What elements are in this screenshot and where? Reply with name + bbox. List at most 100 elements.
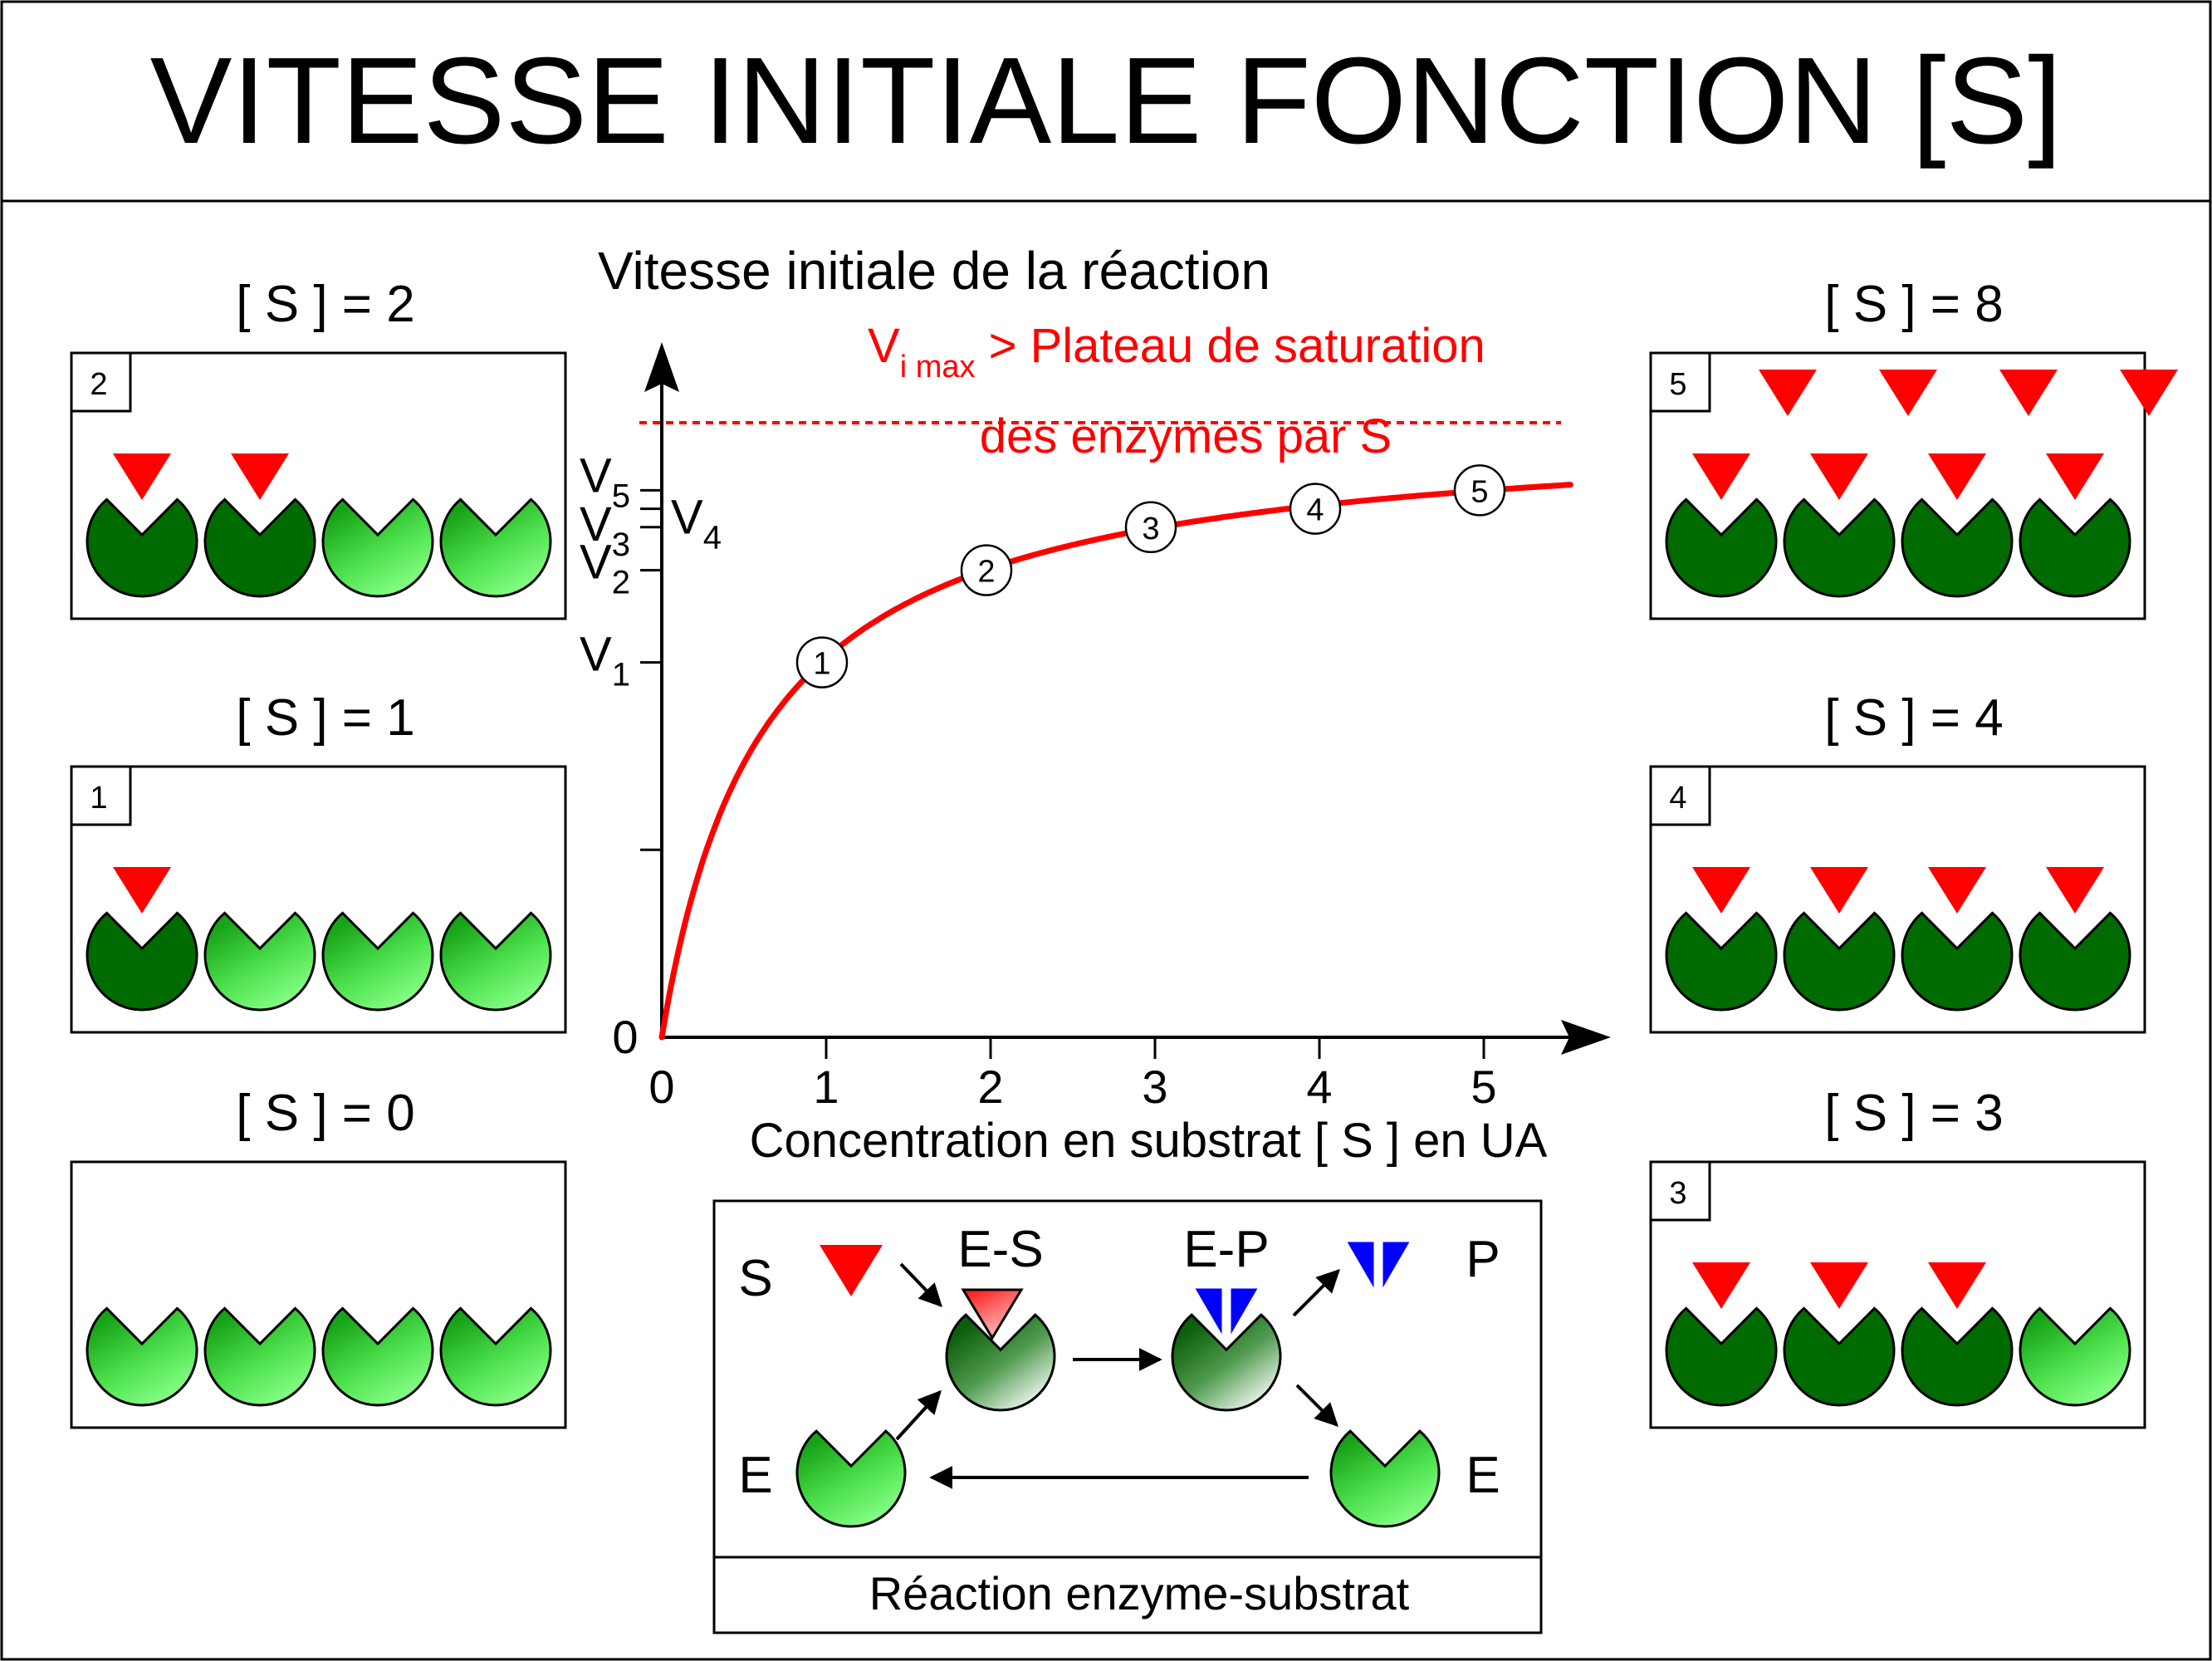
y-label-v3: V3 xyxy=(580,497,630,563)
free-enzyme xyxy=(321,497,434,598)
bound-substrate xyxy=(1928,453,1986,500)
arrow-enzyme-binding xyxy=(895,1389,942,1441)
data-point-marker xyxy=(1453,464,1506,517)
data-point-marker xyxy=(960,544,1013,596)
free-substrate xyxy=(1879,370,1937,416)
data-point-label: 5 xyxy=(1471,474,1488,509)
data-point-label: 1 xyxy=(813,647,830,682)
panel-badge: 3 xyxy=(1669,1176,1686,1211)
y-axis-arrowhead xyxy=(644,342,679,392)
enzyme-panel: [ S ] = 4 4 xyxy=(1649,689,2146,1034)
bound-substrate xyxy=(1810,453,1868,500)
bound-substrate xyxy=(1928,1262,1986,1309)
panel-badge: 1 xyxy=(90,781,107,816)
y-label-v4: V4 xyxy=(671,491,722,556)
free-enzyme xyxy=(321,911,434,1012)
vimax-annotation-line2: des enzymes par S xyxy=(980,409,1392,463)
y-zero-label: 0 xyxy=(612,1011,638,1063)
arrow-product-release xyxy=(1292,1269,1340,1317)
bound-substrate xyxy=(1692,867,1750,914)
y-label-v2: V2 xyxy=(580,536,630,601)
reaction-substrate xyxy=(820,1245,883,1296)
bound-substrate xyxy=(231,453,289,500)
velocity-chart: Vitesse initiale de la réaction Vi max >… xyxy=(580,241,1611,1168)
x-tick-label: 1 xyxy=(813,1061,839,1113)
panel-badge: 2 xyxy=(90,367,107,402)
panel-badge: 4 xyxy=(1669,781,1686,816)
label-substrate: S xyxy=(738,1250,772,1307)
panel-concentration-label: [ S ] = 1 xyxy=(236,689,414,747)
free-enzyme xyxy=(203,911,316,1012)
bound-enzyme xyxy=(1901,497,2014,598)
bound-enzyme xyxy=(1665,911,1778,1012)
x-axis-label: Concentration en substrat [ S ] en UA xyxy=(750,1114,1548,1168)
es-complex-enzyme xyxy=(945,1313,1056,1412)
ep-product-left xyxy=(1191,1286,1225,1344)
free-substrate xyxy=(1759,370,1817,416)
label-ep-complex: E-P xyxy=(1183,1221,1269,1278)
velocity-curve xyxy=(658,482,1573,1041)
label-product: P xyxy=(1466,1231,1500,1288)
panel-badge-box xyxy=(1649,765,1711,826)
bound-substrate xyxy=(1810,1262,1868,1309)
panel-concentration-label: [ S ] = 2 xyxy=(236,276,414,333)
label-enzyme-right: E xyxy=(1466,1447,1500,1504)
free-enzyme xyxy=(321,1306,434,1407)
arrow-substrate-binding xyxy=(899,1262,942,1308)
ep-product-right xyxy=(1228,1286,1262,1344)
arrow-enzyme-release xyxy=(1295,1384,1338,1427)
bound-enzyme xyxy=(1783,1306,1896,1407)
panel-concentration-label: [ S ] = 3 xyxy=(1824,1085,2003,1142)
free-enzyme xyxy=(439,911,552,1012)
vimax-annotation-line1: Vi max > Plateau de saturation xyxy=(868,319,1485,385)
enzyme-panel: [ S ] = 1 1 xyxy=(70,689,567,1034)
free-enzyme xyxy=(439,1306,552,1407)
panel-badge-box xyxy=(70,765,132,826)
bound-enzyme xyxy=(1901,1306,2014,1407)
free-product-right xyxy=(1380,1239,1414,1297)
bound-enzyme xyxy=(1783,911,1896,1012)
bound-enzyme xyxy=(2019,911,2131,1012)
bound-substrate xyxy=(1810,867,1868,914)
bound-enzyme xyxy=(2019,497,2131,598)
page-title: VITESSE INITIALE FONCTION [S] xyxy=(150,32,2063,169)
bound-substrate xyxy=(1928,867,1986,914)
bound-enzyme xyxy=(1783,497,1896,598)
bound-substrate xyxy=(2046,453,2104,500)
free-enzyme-left xyxy=(795,1429,907,1528)
bound-enzyme xyxy=(86,497,198,598)
data-point-label: 3 xyxy=(1142,512,1159,546)
y-label-v1: V1 xyxy=(580,628,630,693)
bound-substrate xyxy=(2046,867,2104,914)
enzyme-panel: [ S ] = 2 2 xyxy=(70,276,567,620)
panel-concentration-label: [ S ] = 4 xyxy=(1824,689,2003,747)
free-enzyme xyxy=(86,1306,198,1407)
bound-substrate xyxy=(1692,1262,1750,1309)
free-substrate xyxy=(2120,370,2178,416)
data-point-marker xyxy=(1289,483,1342,535)
enzyme-panel: [ S ] = 0 xyxy=(70,1085,567,1429)
x-axis-arrowhead xyxy=(1561,1020,1611,1055)
panel-badge: 5 xyxy=(1669,367,1686,402)
bound-enzyme xyxy=(203,497,316,598)
es-substrate xyxy=(961,1288,1024,1340)
reaction-caption: Réaction enzyme-substrat xyxy=(869,1567,1410,1619)
reaction-scheme: Réaction enzyme-substrat S E-S E-P P E E xyxy=(712,1199,1543,1634)
bound-substrate xyxy=(113,453,171,500)
bound-enzyme xyxy=(86,911,198,1012)
y-axis-label: Vitesse initiale de la réaction xyxy=(598,241,1270,301)
data-point-label: 4 xyxy=(1306,493,1324,528)
enzyme-panels: [ S ] = 22[ S ] = 11[ S ] = 0[ S ] = 85[… xyxy=(70,276,2178,1429)
reaction-frame xyxy=(712,1199,1543,1634)
bound-enzyme xyxy=(1665,497,1778,598)
free-enzyme xyxy=(439,497,552,598)
x-tick-label: 2 xyxy=(977,1061,1003,1113)
data-point-marker xyxy=(795,636,849,688)
enzyme-panel: [ S ] = 3 3 xyxy=(1649,1085,2146,1429)
bound-enzyme xyxy=(1665,1306,1778,1407)
free-enzyme xyxy=(203,1306,316,1407)
panel-badge-box xyxy=(70,351,132,413)
free-product-left xyxy=(1343,1239,1377,1297)
